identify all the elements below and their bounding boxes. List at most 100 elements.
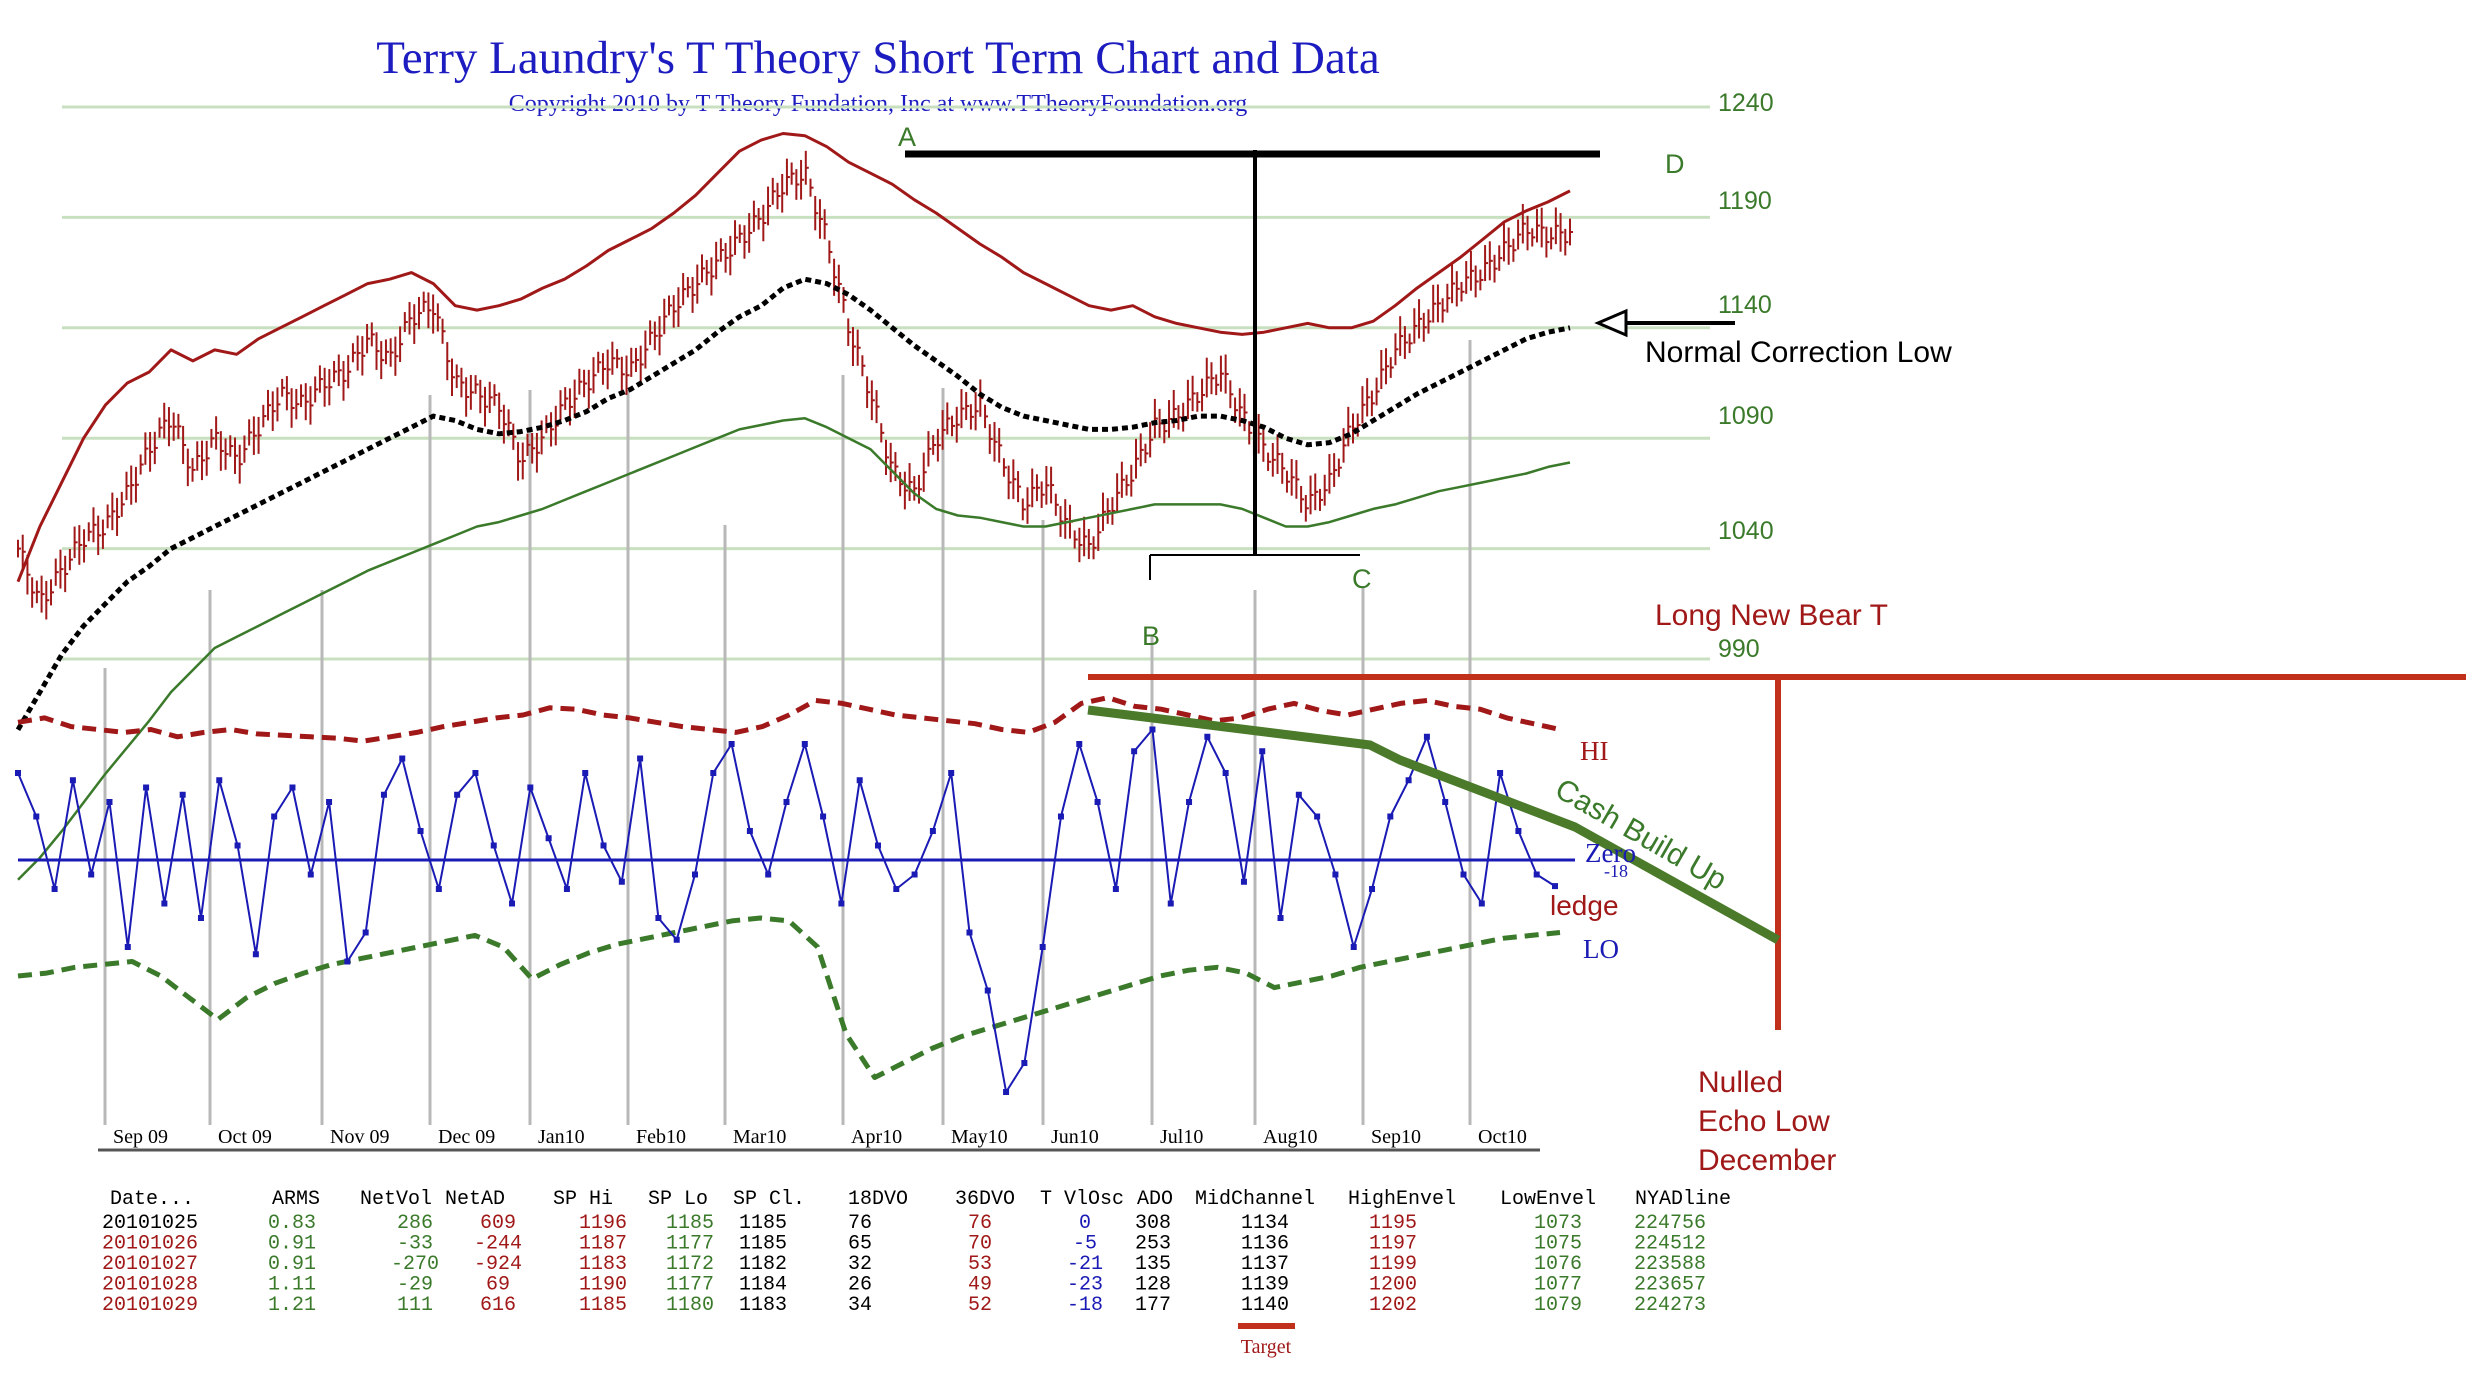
table-cell: 0: [1079, 1212, 1091, 1235]
table-cell: 76: [968, 1212, 992, 1235]
oscillator-point: [362, 929, 369, 936]
oscillator-point: [1057, 813, 1064, 820]
table-cell: 1.11: [268, 1274, 316, 1297]
table-cell: -23: [1067, 1274, 1103, 1297]
table-cell: 1190: [579, 1274, 627, 1297]
chart-title: Terry Laundry's T Theory Short Term Char…: [376, 32, 1380, 84]
table-cell: 1185: [666, 1212, 714, 1235]
oscillator-point: [326, 799, 333, 805]
table-cell: 1199: [1369, 1253, 1417, 1276]
normal-correction-arrow-head: [1594, 308, 1628, 338]
oscillator-point: [417, 828, 424, 834]
table-header-cell: NetVol: [360, 1188, 432, 1211]
month-axis-labels: Sep 09 Oct 09 Nov 09 Dec 09 Jan10 Feb10 Mar10 A…: [113, 1126, 1527, 1148]
oscillator-point: [746, 828, 753, 834]
oscillator-point: [673, 936, 680, 943]
table-header-cell: T VlOsc: [1040, 1188, 1124, 1211]
oscillator-point: [252, 951, 259, 958]
level-label-990: 990: [1718, 635, 1760, 663]
table-cell: 1185: [739, 1233, 787, 1256]
oscillator-point: [856, 777, 863, 784]
table-header-cell: Date...: [110, 1188, 194, 1211]
table-header-cell: LowEnvel: [1500, 1188, 1596, 1211]
table-header-cell: ADO: [1137, 1188, 1173, 1211]
table-cell: 1.21: [268, 1294, 316, 1317]
level-label-1190: 1190: [1718, 187, 1772, 215]
table-cell: 128: [1135, 1274, 1171, 1297]
table-cell: 0.91: [268, 1253, 316, 1276]
ledge-label: ledge: [1550, 890, 1619, 921]
oscillator-point: [1240, 878, 1247, 885]
oscillator-point: [380, 791, 387, 798]
table-cell: 1184: [739, 1274, 787, 1297]
oscillator-point: [197, 915, 204, 921]
table-cell: -33: [397, 1233, 433, 1256]
oscillator-point: [271, 813, 278, 820]
month-label: Jun10: [1051, 1126, 1099, 1148]
table-cell: 20101027: [102, 1253, 198, 1276]
table-cell: 1075: [1534, 1233, 1582, 1256]
oscillator-point: [1350, 944, 1357, 950]
oscillator-point: [1003, 1089, 1010, 1095]
table-cell: 1172: [666, 1253, 714, 1276]
table-cell: -924: [474, 1253, 522, 1276]
target-label: Target: [1241, 1336, 1292, 1358]
oscillator-hi-band: [17, 695, 1561, 744]
point-a: A: [898, 122, 916, 152]
price-level-labels: 1240 1190 1140 1090 1040 990: [1718, 89, 1774, 663]
oscillator-point: [1112, 886, 1119, 892]
table-cell: 1077: [1534, 1274, 1582, 1297]
oscillator-point: [1369, 886, 1376, 892]
table-cell: 20101029: [102, 1294, 198, 1317]
month-label: Apr10: [851, 1126, 902, 1148]
oscillator-point: [472, 770, 479, 776]
oscillator-point: [929, 828, 936, 834]
table-cell: 1139: [1241, 1274, 1289, 1297]
table-cell: 1073: [1534, 1212, 1582, 1235]
oscillator-panel: [15, 695, 1575, 1095]
table-cell: 609: [480, 1212, 516, 1235]
point-c: C: [1352, 564, 1372, 594]
month-label: Aug10: [1263, 1126, 1317, 1148]
oscillator-point: [1497, 770, 1504, 776]
oscillator-point: [728, 741, 735, 747]
table-cell: 253: [1135, 1233, 1171, 1256]
table-header-cell: SP Lo: [648, 1188, 708, 1211]
oscillator-point: [15, 770, 21, 776]
table-cell: 1177: [666, 1233, 714, 1256]
table-cell: -5: [1073, 1233, 1097, 1256]
nulled-label-line2: Echo Low: [1698, 1105, 1830, 1138]
month-label: Sep 09: [113, 1126, 168, 1148]
oscillator-point: [234, 842, 241, 849]
hi-label: HI: [1580, 736, 1609, 766]
table-cell: -29: [397, 1274, 433, 1297]
oscillator-point: [399, 755, 406, 762]
table-cell: 69: [486, 1274, 510, 1297]
oscillator-point: [1332, 871, 1339, 878]
oscillator-point: [600, 842, 607, 849]
t-structure: [905, 150, 2466, 1030]
cash-build-up-label: Cash Build Up: [1550, 772, 1733, 896]
oscillator-point: [966, 929, 973, 936]
oscillator-point: [911, 871, 918, 878]
zero-value-label: -18: [1604, 861, 1628, 881]
table-header-cell: NYADline: [1635, 1188, 1731, 1211]
oscillator-lo-band: [17, 915, 1561, 1080]
table-cell: 26: [848, 1274, 872, 1297]
oscillator-point: [893, 886, 900, 892]
high-envelope-line: [16, 132, 1571, 583]
oscillator-point: [88, 871, 95, 878]
oscillator-point: [216, 777, 223, 784]
oscillator-point: [1131, 748, 1138, 755]
oscillator-point: [563, 886, 570, 892]
oscillator-point: [527, 784, 534, 791]
oscillator-point: [1405, 777, 1412, 784]
price-bars: [17, 150, 1573, 620]
nulled-label-line1: Nulled: [1698, 1066, 1783, 1099]
table-cell: 1185: [739, 1212, 787, 1235]
oscillator-point: [490, 842, 497, 849]
table-cell: 1182: [739, 1253, 787, 1276]
price-gridlines: [62, 105, 1710, 661]
oscillator-point: [509, 900, 516, 907]
